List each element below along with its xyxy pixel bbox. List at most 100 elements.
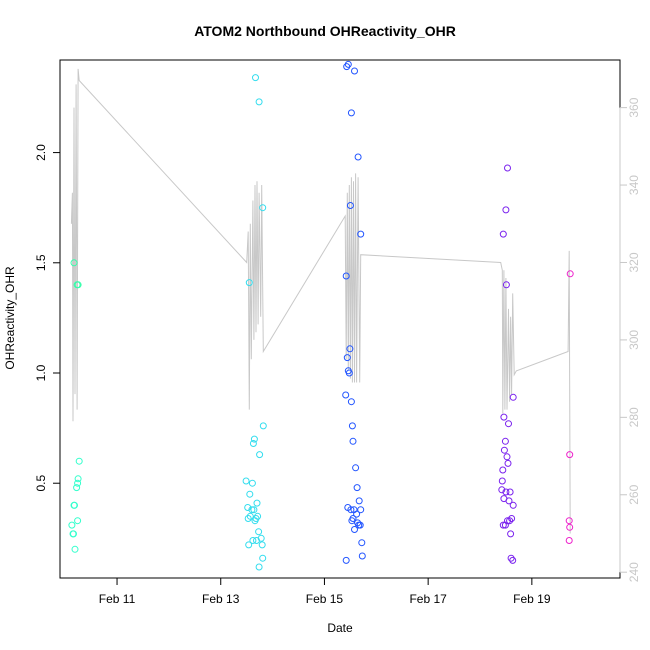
data-point — [356, 521, 364, 529]
data-point — [255, 98, 263, 106]
data-point — [342, 391, 350, 399]
data-point — [259, 422, 267, 430]
data-point — [74, 517, 82, 525]
data-point — [565, 537, 573, 544]
data-point — [509, 501, 517, 509]
data-point — [354, 153, 362, 161]
data-point — [504, 517, 511, 525]
data-point — [244, 504, 252, 511]
data-point — [499, 230, 507, 238]
data-point — [506, 517, 514, 525]
y2-tick-label: 360 — [627, 97, 641, 117]
data-point — [353, 510, 361, 518]
data-point — [258, 541, 266, 549]
y2-tick-label: 240 — [627, 562, 641, 582]
y2-tick-label: 320 — [627, 252, 641, 272]
data-point — [348, 517, 356, 525]
y2-tick-label: 280 — [627, 407, 641, 427]
data-point — [259, 204, 267, 212]
chart-title: ATOM2 Northbound OHReactivity_OHR — [194, 23, 456, 39]
y2-tick-label: 300 — [627, 330, 641, 350]
data-point — [352, 464, 360, 472]
data-point — [342, 272, 350, 280]
data-point — [259, 554, 267, 562]
data-point — [505, 497, 513, 505]
data-point — [250, 506, 258, 514]
data-point — [351, 67, 358, 75]
data-point — [255, 528, 263, 536]
data-point — [501, 521, 509, 529]
x-tick-label: Feb 17 — [409, 592, 447, 606]
data-point — [249, 537, 257, 544]
y-tick-label: 0.5 — [34, 475, 48, 492]
data-point — [500, 413, 508, 421]
y2-tick-label: 340 — [627, 175, 641, 195]
data-point — [509, 393, 517, 401]
data-point — [346, 202, 354, 209]
data-point — [502, 281, 510, 289]
data-point — [252, 74, 259, 82]
data-point — [347, 506, 355, 514]
data-point — [507, 554, 515, 562]
data-point — [504, 164, 511, 172]
data-point — [509, 556, 517, 564]
data-point — [498, 486, 506, 494]
y2-tick-label: 260 — [627, 484, 641, 504]
data-point — [70, 259, 78, 267]
data-point — [74, 475, 82, 483]
x-tick-label: Feb 19 — [513, 592, 551, 606]
data-point — [244, 515, 252, 522]
data-point — [499, 521, 507, 529]
data-point — [245, 279, 253, 287]
data-point — [565, 517, 573, 525]
data-point — [75, 457, 83, 465]
data-point — [346, 345, 354, 353]
data-point — [343, 354, 351, 362]
data-point — [498, 477, 506, 485]
data-point — [505, 420, 512, 428]
x-tick-label: Feb 11 — [99, 592, 136, 606]
data-point — [351, 526, 358, 533]
data-point — [349, 437, 357, 445]
data-point — [344, 60, 352, 68]
data-point — [566, 270, 574, 278]
data-point — [248, 479, 256, 487]
data-point — [348, 422, 356, 430]
data-point — [503, 453, 511, 461]
y-tick-label: 1.0 — [34, 364, 48, 381]
data-point — [253, 499, 261, 507]
data-point — [499, 466, 507, 474]
secondary-line-series — [70, 68, 571, 534]
data-point — [68, 521, 76, 529]
data-point — [501, 437, 509, 445]
plot-frame — [59, 59, 621, 579]
y-tick-label: 2.0 — [34, 144, 48, 161]
data-point — [256, 451, 264, 459]
data-point — [74, 281, 82, 289]
data-point — [506, 488, 514, 496]
data-point — [342, 556, 350, 564]
y-axis-label: OHReactivity_OHR — [3, 266, 17, 370]
data-point — [353, 484, 361, 492]
data-point — [71, 545, 79, 553]
data-point — [70, 501, 78, 509]
x-tick-label: Feb 15 — [306, 592, 344, 606]
data-point — [357, 230, 365, 238]
data-point — [248, 506, 256, 514]
data-point — [250, 435, 258, 443]
data-point — [504, 459, 512, 467]
data-point — [357, 506, 365, 514]
y-tick-label: 1.5 — [34, 254, 48, 271]
data-point — [253, 537, 260, 544]
data-point — [251, 517, 259, 525]
data-point — [245, 541, 253, 549]
data-point — [242, 477, 250, 485]
data-point — [73, 484, 81, 492]
data-point — [358, 552, 366, 560]
data-point — [355, 497, 363, 505]
data-point — [69, 530, 77, 538]
data-point — [502, 488, 510, 496]
x-axis-label: Date — [327, 621, 353, 635]
data-point — [343, 63, 351, 71]
